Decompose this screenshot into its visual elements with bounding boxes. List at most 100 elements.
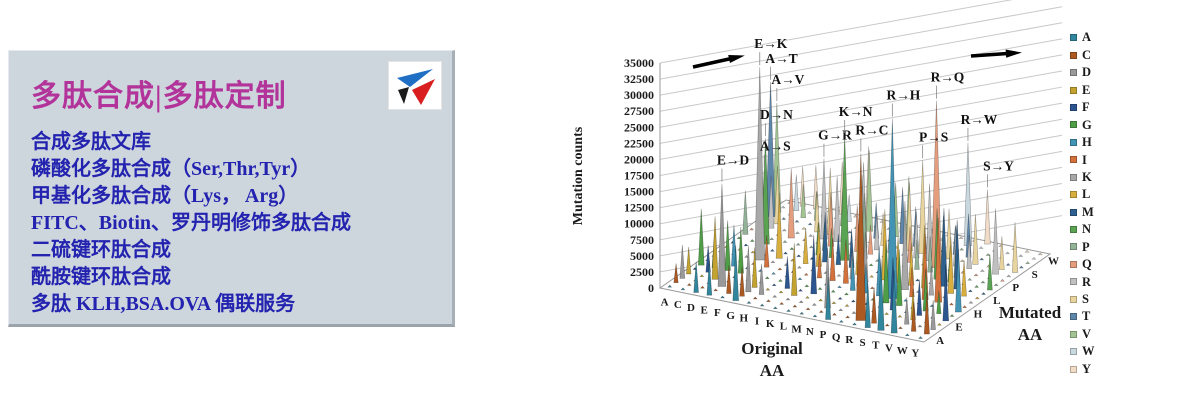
- spike-G-D: [745, 245, 752, 293]
- spike-H-E: [765, 287, 771, 291]
- legend-label: T: [1082, 309, 1091, 324]
- spike-M-D: [811, 302, 817, 306]
- spike-V-W: [1005, 251, 1011, 255]
- spike-Y-E: [936, 322, 942, 326]
- spike-R-G: [882, 239, 890, 304]
- spike-T-V: [985, 253, 991, 256]
- spike-L-A: [786, 309, 792, 312]
- x-tick-label: C: [674, 299, 682, 311]
- spike-F-L: [775, 192, 783, 259]
- spike-N-H: [849, 254, 856, 291]
- legend-swatch: [1070, 121, 1077, 129]
- legend-swatch: [1070, 156, 1077, 164]
- spike-S-W: [978, 246, 984, 249]
- spike-G-E: [751, 247, 758, 288]
- x-tick-label: M: [791, 323, 802, 335]
- peak-label: A→T: [765, 51, 797, 66]
- spike-Y-T: [1018, 265, 1024, 269]
- legend-item-W: W: [1070, 343, 1095, 360]
- spike-W-W: [1018, 254, 1024, 257]
- spike-N-L: [869, 274, 875, 278]
- spike-D-V: [800, 184, 807, 219]
- spike-D-C: [699, 285, 705, 289]
- legend-item-I: I: [1070, 151, 1095, 168]
- legend-swatch: [1070, 69, 1077, 77]
- spike-Y-V: [1025, 261, 1031, 264]
- x-tick-label: A: [661, 296, 669, 308]
- y-tick-label: 22500: [624, 136, 654, 150]
- x-axis-title: AA: [760, 361, 785, 380]
- spike-K-C: [779, 301, 785, 305]
- brand-logo: [388, 61, 442, 110]
- spike-L-K: [836, 273, 842, 277]
- spike-C-M: [743, 243, 749, 247]
- legend-item-K: K: [1070, 169, 1095, 186]
- spike-K-F: [798, 288, 804, 292]
- spike-H-G: [777, 278, 783, 282]
- spike-C-W: [793, 174, 800, 211]
- ad-title: 多肽合成|多肽定制: [31, 80, 287, 113]
- spike-P-E: [844, 303, 850, 307]
- x-tick-label: R: [845, 334, 854, 346]
- spike-L-I: [829, 238, 836, 281]
- spike-H-K: [796, 265, 802, 269]
- peptide-ad-panel[interactable]: 多肽合成|多肽定制 合成多肽文库 磷酸化多肽合成（Ser,Thr,Tyr） 甲基化多…: [8, 50, 455, 327]
- legend-swatch: [1070, 295, 1077, 303]
- x-tick-label: T: [872, 340, 880, 352]
- spike-K-M: [835, 233, 842, 266]
- spike-W-P: [980, 280, 986, 284]
- legend-swatch: [1070, 260, 1077, 268]
- spike-A-Q: [749, 227, 755, 231]
- spike-K-E: [791, 242, 798, 296]
- legend-item-M: M: [1070, 203, 1095, 220]
- spike-D-T: [794, 219, 800, 223]
- spike-A-D: [679, 244, 686, 279]
- spike-F-A: [720, 295, 726, 299]
- x-tick-label: E: [701, 304, 708, 316]
- spike-T-A: [877, 258, 885, 331]
- legend-swatch: [1070, 226, 1077, 234]
- spike-K-D: [785, 297, 791, 301]
- service-line: 甲基化多肽合成（Lys， Arg）: [31, 185, 299, 207]
- spike-L-D: [798, 300, 804, 303]
- legend-label: Y: [1082, 361, 1092, 376]
- spike-W-G: [936, 290, 942, 315]
- legend-swatch: [1070, 34, 1077, 42]
- legend-item-Y: Y: [1070, 360, 1095, 377]
- spike-V-C: [897, 326, 903, 329]
- spike-A-N: [736, 236, 742, 240]
- spike-Y-Y: [1037, 252, 1043, 256]
- spike-I-H: [797, 277, 803, 280]
- spike-Y-R: [1006, 274, 1012, 278]
- x-tick-label: H: [740, 313, 749, 325]
- chart-canvas: 0 2500 5000 7500 10000 12500 15000 17500 20000 22…: [571, 0, 1063, 380]
- spike-D-W: [807, 210, 813, 214]
- spike-M-A: [799, 311, 805, 315]
- spike-I-E: [778, 290, 784, 294]
- spike-H-R: [833, 176, 841, 243]
- spike-V-P: [967, 277, 973, 281]
- spike-N-F: [837, 296, 843, 300]
- spike-F-M: [783, 251, 789, 255]
- spike-W-T: [1005, 262, 1011, 266]
- legend-swatch: [1070, 208, 1077, 216]
- legend-swatch: [1070, 191, 1077, 199]
- y-tick-label: 35000: [624, 56, 654, 70]
- spike-E-M: [769, 248, 775, 252]
- z-tick-label: A: [936, 335, 944, 347]
- spike-C-E: [699, 274, 705, 277]
- legend-item-E: E: [1070, 81, 1095, 98]
- x-tick-label: L: [780, 321, 787, 333]
- legend-swatch: [1070, 348, 1077, 356]
- spike-G-A: [732, 245, 739, 301]
- spike-Q-D: [851, 311, 857, 314]
- peak-label: D→N: [760, 107, 793, 122]
- peak-label: G→R: [818, 128, 852, 143]
- spike-Q-A: [838, 319, 844, 323]
- x-tick-label: V: [885, 342, 893, 354]
- spike-A-E: [686, 246, 692, 275]
- x-axis-labels: A C D E F G H I K L M N P Q R S T V W Y Original AA: [661, 296, 920, 380]
- spike-F-N: [789, 247, 795, 250]
- legend-label: S: [1082, 292, 1089, 307]
